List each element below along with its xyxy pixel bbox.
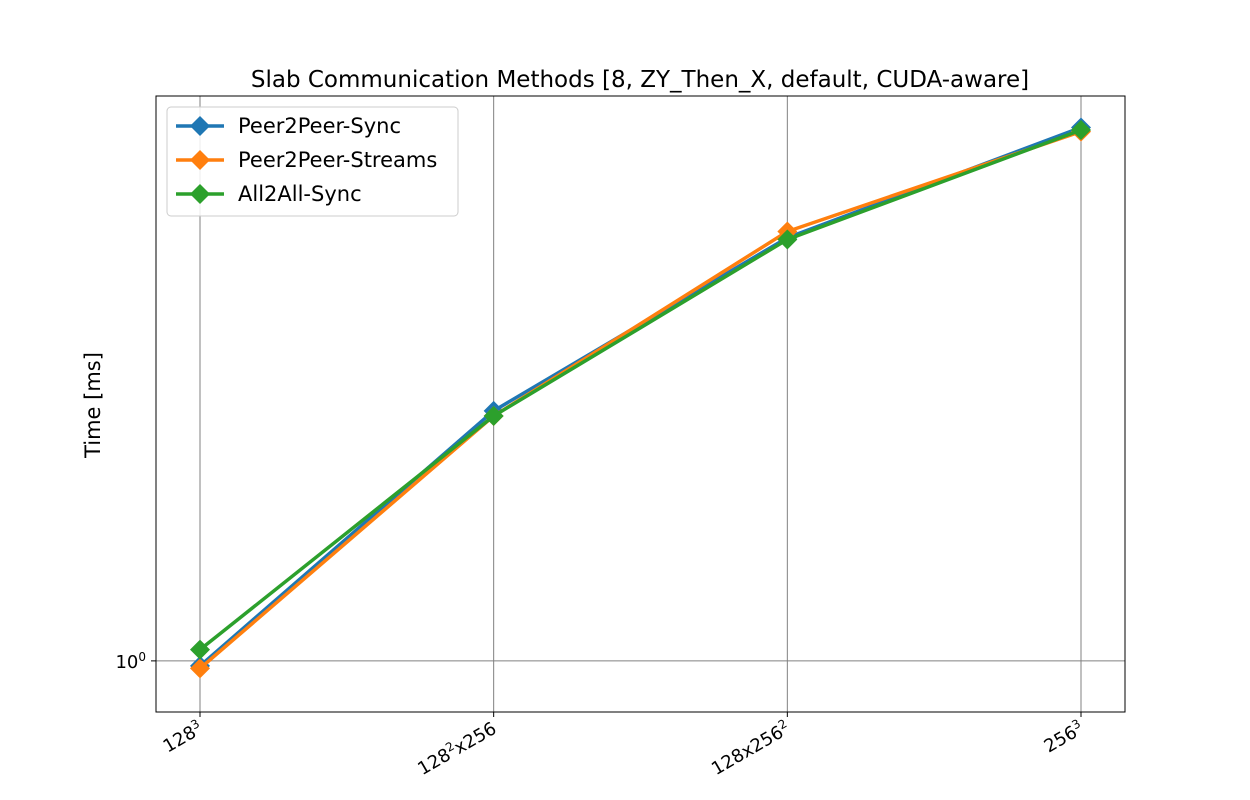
data-point-marker [190,658,210,679]
series-line [198,129,1082,670]
legend-entry-label: Peer2Peer-Sync [238,114,401,138]
y-axis-label: Time [ms] [81,352,105,459]
x-tick-label: 2563 [1040,716,1088,757]
chart-title: Slab Communication Methods [8, ZY_Then_X… [251,67,1029,93]
legend-marker-swatch [190,150,210,170]
legend-entry-label: Peer2Peer-Streams [238,148,437,172]
legend: Peer2Peer-Sync Peer2Peer-Streams All2All-S… [166,106,459,217]
plot-series [190,117,1091,679]
legend-entry-label: All2All-Sync [238,182,362,206]
legend-box [166,106,459,217]
grid [156,96,1125,712]
plot-area-frame [155,95,1126,713]
legend-marker-swatch [190,184,210,204]
data-point-marker [777,229,798,250]
x-tick-label: 128x2562 [707,716,794,779]
legend-marker-swatch [190,116,210,136]
x-tick-label: 1283 [159,716,207,757]
data-point-marker [483,405,504,426]
series-line [198,128,1082,652]
data-point-marker [190,639,210,660]
data-point-marker [1071,119,1091,140]
y-tick-label: 100 [115,650,146,673]
axis-ticks: 1283 1282x256 128x2562 2563 100 [115,650,1088,780]
x-tick-label: 1282x256 [413,716,500,779]
